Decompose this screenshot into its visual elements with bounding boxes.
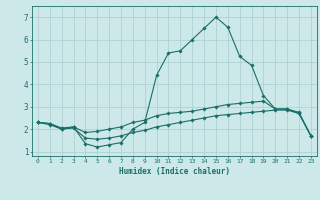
X-axis label: Humidex (Indice chaleur): Humidex (Indice chaleur) xyxy=(119,167,230,176)
